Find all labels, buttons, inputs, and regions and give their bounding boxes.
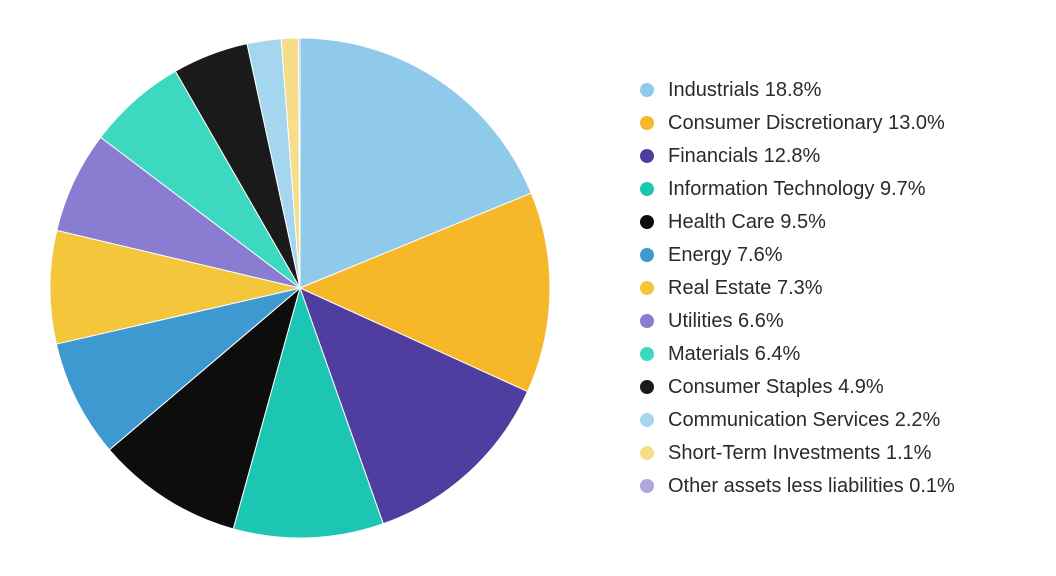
legend-label: Consumer Staples 4.9%: [668, 376, 884, 399]
legend-item: Communication Services 2.2%: [640, 409, 1056, 432]
legend-swatch: [640, 149, 654, 163]
legend-item: Industrials 18.8%: [640, 79, 1056, 102]
legend-label: Materials 6.4%: [668, 343, 800, 366]
legend-swatch: [640, 116, 654, 130]
legend-label: Information Technology 9.7%: [668, 178, 926, 201]
legend-label: Health Care 9.5%: [668, 211, 826, 234]
legend-label: Real Estate 7.3%: [668, 277, 823, 300]
legend-label: Utilities 6.6%: [668, 310, 784, 333]
legend-item: Information Technology 9.7%: [640, 178, 1056, 201]
legend-swatch: [640, 248, 654, 262]
legend-swatch: [640, 281, 654, 295]
legend-swatch: [640, 314, 654, 328]
legend-swatch: [640, 446, 654, 460]
legend-item: Other assets less liabilities 0.1%: [640, 475, 1056, 498]
legend-item: Consumer Discretionary 13.0%: [640, 112, 1056, 135]
legend-item: Materials 6.4%: [640, 343, 1056, 366]
legend-swatch: [640, 380, 654, 394]
legend-label: Energy 7.6%: [668, 244, 783, 267]
legend-swatch: [640, 182, 654, 196]
legend-item: Real Estate 7.3%: [640, 277, 1056, 300]
legend-label: Other assets less liabilities 0.1%: [668, 475, 955, 498]
legend-item: Financials 12.8%: [640, 145, 1056, 168]
legend-label: Financials 12.8%: [668, 145, 820, 168]
legend-item: Energy 7.6%: [640, 244, 1056, 267]
legend-swatch: [640, 479, 654, 493]
legend: Industrials 18.8% Consumer Discretionary …: [600, 74, 1056, 503]
legend-label: Industrials 18.8%: [668, 79, 821, 102]
legend-item: Utilities 6.6%: [640, 310, 1056, 333]
legend-item: Short-Term Investments 1.1%: [640, 442, 1056, 465]
legend-item: Consumer Staples 4.9%: [640, 376, 1056, 399]
legend-label: Consumer Discretionary 13.0%: [668, 112, 945, 135]
legend-label: Short-Term Investments 1.1%: [668, 442, 931, 465]
pie-chart-area: [0, 0, 600, 576]
pie-chart-svg: [0, 0, 600, 576]
legend-swatch: [640, 413, 654, 427]
legend-item: Health Care 9.5%: [640, 211, 1056, 234]
legend-label: Communication Services 2.2%: [668, 409, 940, 432]
legend-swatch: [640, 215, 654, 229]
chart-container: Industrials 18.8% Consumer Discretionary …: [0, 0, 1056, 576]
legend-swatch: [640, 347, 654, 361]
legend-swatch: [640, 83, 654, 97]
